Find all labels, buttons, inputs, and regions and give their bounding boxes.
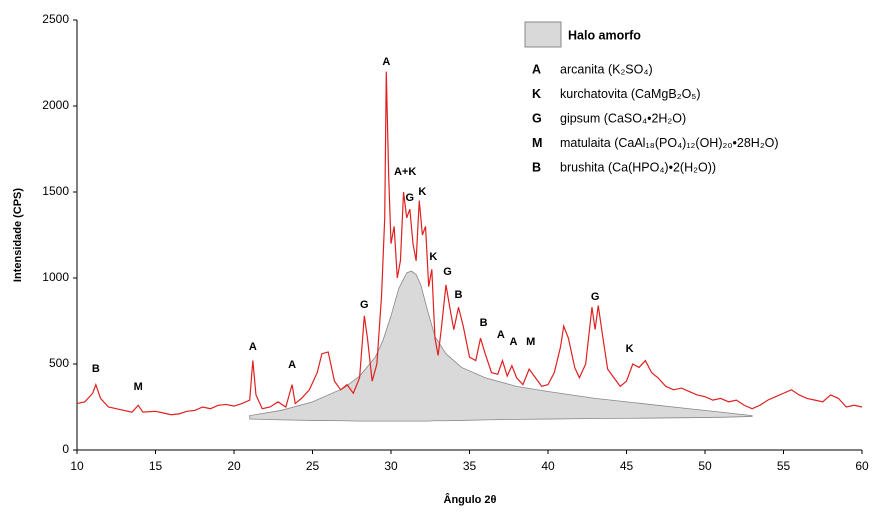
peak-label: M <box>134 381 143 393</box>
x-axis-title: Ângulo 2θ <box>444 493 497 506</box>
peak-label: B <box>455 289 463 301</box>
x-tick-label: 20 <box>227 459 241 473</box>
halo-area <box>249 270 753 422</box>
x-tick-label: 40 <box>541 459 555 473</box>
peak-label: K <box>429 251 437 263</box>
legend-key: A <box>532 62 541 76</box>
peak-label: G <box>360 299 369 311</box>
peak-label: A <box>497 329 505 341</box>
legend-key: K <box>532 87 541 101</box>
y-tick-label: 2000 <box>42 98 69 112</box>
x-tick-label: 50 <box>698 459 712 473</box>
x-tick-label: 60 <box>855 459 869 473</box>
legend-swatch <box>524 21 562 48</box>
x-tick-label: 30 <box>384 459 398 473</box>
x-tick-label: 55 <box>777 459 791 473</box>
y-tick-label: 1500 <box>42 184 69 198</box>
y-tick-label: 500 <box>49 356 69 370</box>
peak-label: G <box>591 291 600 303</box>
peak-label: M <box>526 336 535 348</box>
legend-text: arcanita (K₂SO₄) <box>560 62 653 76</box>
peak-label: A+K <box>394 166 416 178</box>
peak-label: B <box>92 363 100 375</box>
x-tick-label: 45 <box>620 459 634 473</box>
legend-key: M <box>532 136 542 150</box>
y-tick-label: 1000 <box>42 270 69 284</box>
peak-label: A <box>382 56 390 68</box>
peak-label: K <box>418 186 426 198</box>
legend-key: B <box>532 160 541 174</box>
x-tick-label: 15 <box>149 459 163 473</box>
peak-label: A <box>288 359 296 371</box>
y-tick-label: 2500 <box>42 12 69 26</box>
peak-label: B <box>480 317 488 329</box>
y-tick-label: 0 <box>62 442 69 456</box>
peak-label: A <box>249 341 257 353</box>
legend-text: kurchatovita (CaMgB₂O₅) <box>560 87 701 101</box>
peak-label: G <box>406 192 415 204</box>
peak-label: A <box>509 336 517 348</box>
legend-text: gipsum (CaSO₄•2H₂O) <box>560 111 686 125</box>
y-axis-title: Intensidade (CPS) <box>12 188 24 282</box>
x-tick-label: 10 <box>70 459 84 473</box>
legend-key: G <box>532 111 542 125</box>
x-tick-label: 35 <box>463 459 477 473</box>
peak-label: G <box>443 266 452 278</box>
legend-text: matulaita (CaAl₁₈(PO₄)₁₂(OH)₂₀•28H₂O) <box>560 136 779 150</box>
data-line <box>76 71 863 416</box>
legend-text: brushita (Ca(HPO₄)•2(H₂O)) <box>560 160 716 174</box>
x-tick-label: 25 <box>306 459 320 473</box>
legend-label: Halo amorfo <box>568 28 641 42</box>
peak-label: K <box>626 343 634 355</box>
